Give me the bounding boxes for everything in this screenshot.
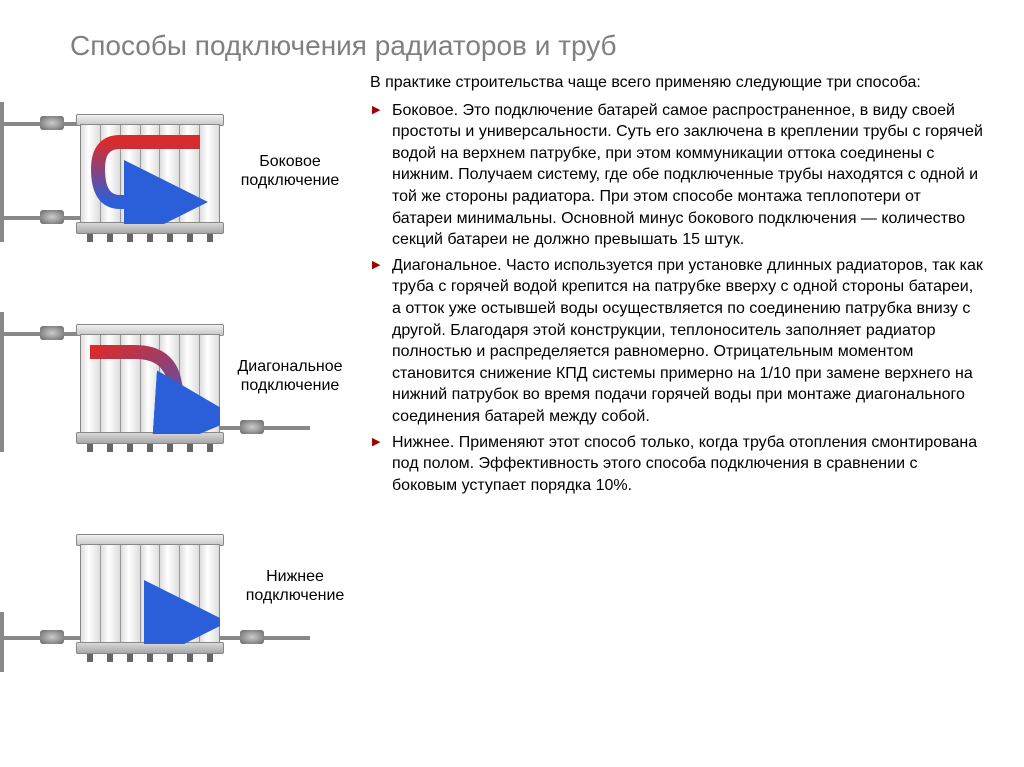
diagram-label: Диагональное подключение [225, 357, 355, 395]
radiator-bottom [76, 642, 224, 654]
label-line: подключение [246, 587, 345, 604]
radiator-body [80, 124, 220, 224]
pipe-riser [0, 102, 4, 242]
pipe-riser [0, 312, 4, 452]
diagram-bottom: Нижнее подключение [0, 512, 360, 712]
radiator-feet [80, 654, 220, 664]
radiator-body [80, 334, 220, 434]
page-title: Способы подключения радиаторов и труб [70, 30, 984, 62]
label-line: Нижнее [266, 568, 324, 585]
valve-icon [240, 420, 264, 434]
bullet-list: Боковое. Это подключение батарей самое р… [370, 100, 984, 497]
radiator-feet [80, 444, 220, 454]
radiator-feet [80, 234, 220, 244]
label-line: подключение [241, 377, 340, 394]
valve-icon [40, 630, 64, 644]
radiator-body [80, 544, 220, 644]
pipe-out [220, 426, 310, 430]
list-item: Боковое. Это подключение батарей самое р… [370, 100, 984, 251]
diagram-side: Боковое подключение [0, 92, 360, 292]
radiator-bottom [76, 432, 224, 444]
list-item: Нижнее. Применяют этот способ только, ко… [370, 432, 984, 497]
valve-icon [40, 210, 64, 224]
radiator [80, 112, 220, 242]
radiator [80, 322, 220, 452]
intro-text: В практике строительства чаще всего прим… [370, 72, 984, 94]
diagram-label: Боковое подключение [230, 152, 350, 190]
diagram-diagonal: Диагональное подключение [0, 302, 360, 502]
pipe-out [220, 636, 310, 640]
content-row: Боковое подключение [0, 72, 984, 722]
radiator [80, 532, 220, 662]
valve-icon [40, 116, 64, 130]
slide: Способы подключения радиаторов и труб [0, 0, 1024, 767]
list-item: Диагональное. Часто используется при уст… [370, 255, 984, 428]
diagrams-column: Боковое подключение [0, 72, 360, 722]
text-column: В практике строительства чаще всего прим… [360, 72, 984, 722]
label-line: Боковое [259, 153, 321, 170]
label-line: Диагональное [237, 358, 342, 375]
valve-icon [40, 326, 64, 340]
valve-icon [240, 630, 264, 644]
diagram-label: Нижнее подключение [235, 567, 355, 605]
pipe-riser [0, 612, 4, 672]
radiator-bottom [76, 222, 224, 234]
label-line: подключение [241, 172, 340, 189]
